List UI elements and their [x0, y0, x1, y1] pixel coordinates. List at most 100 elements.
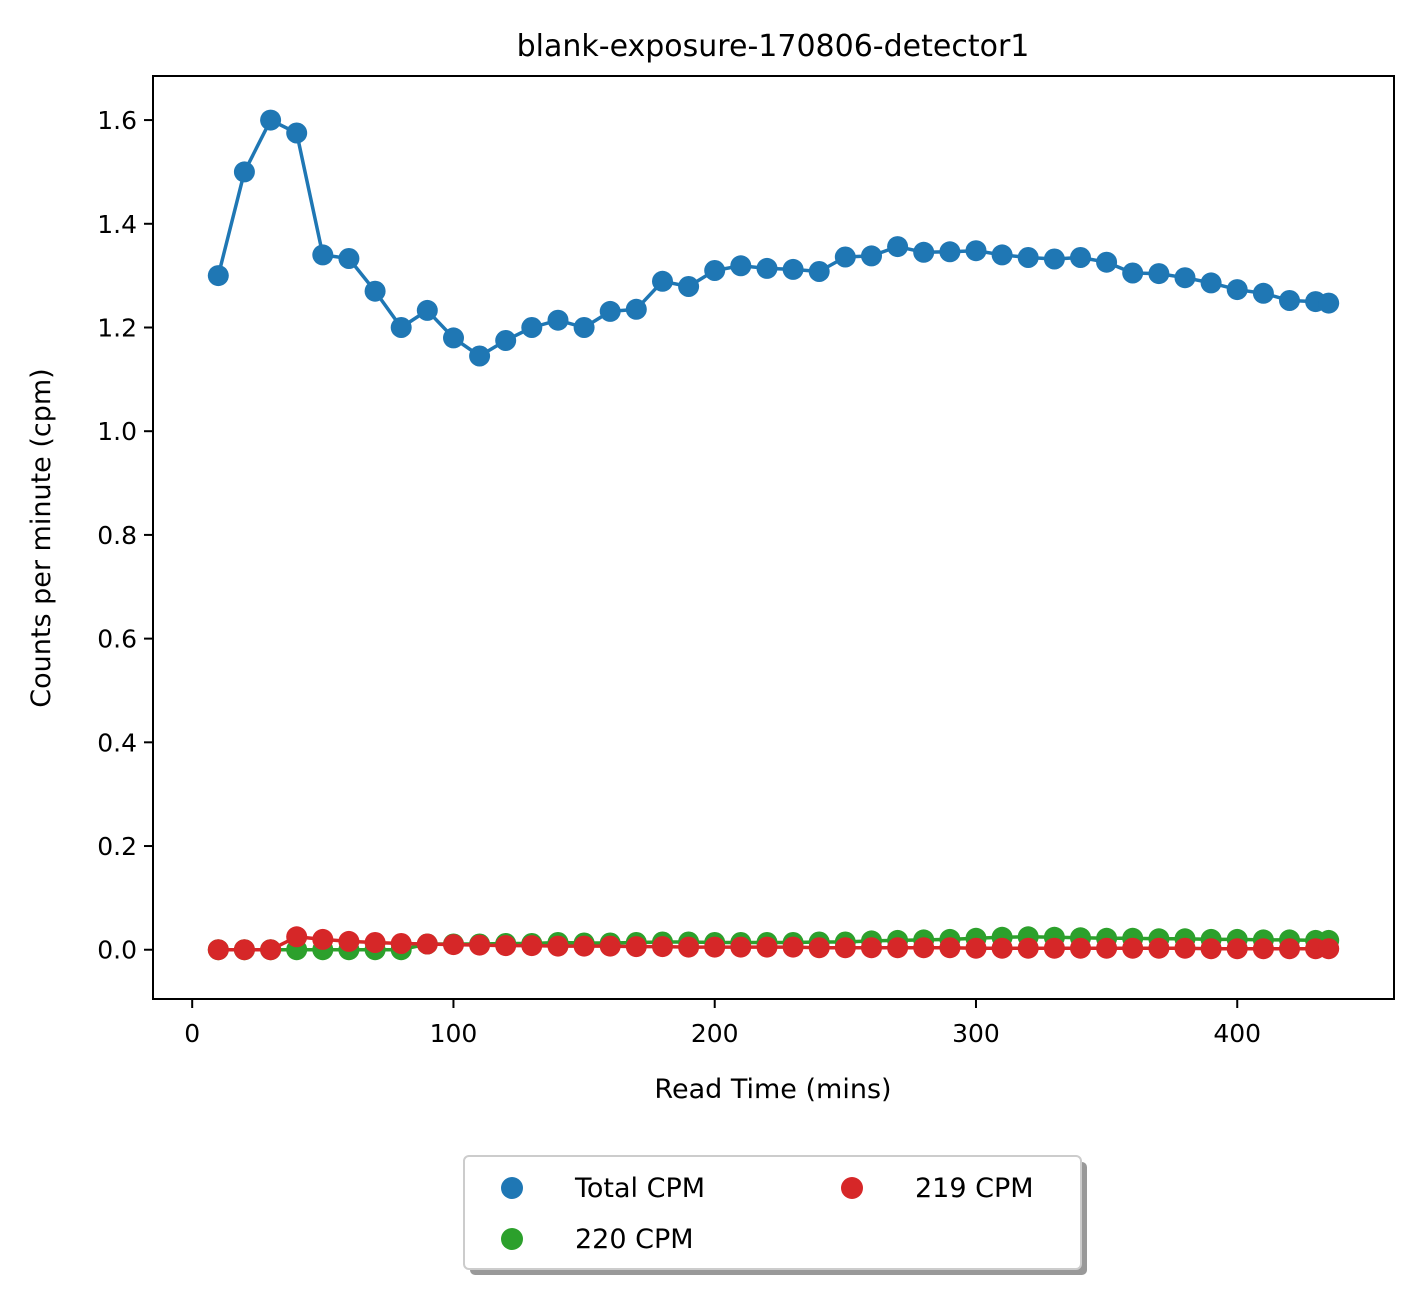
data-point-219-cpm: [861, 937, 882, 959]
data-point-total-cpm: [1122, 262, 1144, 284]
data-point-total-cpm: [625, 298, 647, 320]
data-point-219-cpm: [1096, 937, 1118, 959]
data-point-219-cpm: [730, 936, 752, 958]
data-point-total-cpm: [730, 255, 752, 277]
legend: Total CPM 220 CPM 219 CPM: [463, 1155, 1087, 1275]
axes-frame: [152, 75, 1395, 1000]
data-point-total-cpm: [834, 246, 856, 268]
data-point-total-cpm: [965, 240, 987, 262]
data-point-219-cpm: [521, 935, 543, 957]
legend-box: [463, 1155, 1082, 1270]
data-point-219-cpm: [1148, 937, 1170, 959]
y-tick-label: 1.6: [97, 106, 137, 135]
data-point-219-cpm: [1174, 937, 1196, 959]
data-point-219-cpm: [1226, 938, 1248, 960]
legend-label: 219 CPM: [915, 1173, 1034, 1204]
data-point-total-cpm: [913, 241, 935, 263]
data-point-219-cpm: [782, 936, 804, 958]
data-point-219-cpm: [416, 933, 438, 955]
data-point-total-cpm: [573, 317, 595, 338]
x-tick-label: 400: [1213, 1019, 1261, 1048]
data-point-total-cpm: [1174, 267, 1196, 289]
data-point-total-cpm: [1096, 251, 1118, 273]
y-tick-label: 0.8: [97, 521, 137, 550]
data-point-total-cpm: [416, 299, 438, 321]
series-219-cpm: [207, 926, 1340, 961]
legend-entry-total-cpm: Total CPM: [501, 1173, 705, 1204]
data-point-219-cpm: [1017, 937, 1039, 959]
data-point-219-cpm: [390, 933, 412, 954]
data-point-total-cpm: [939, 241, 961, 263]
data-point-total-cpm: [756, 257, 778, 279]
data-point-219-cpm: [756, 936, 778, 958]
data-point-total-cpm: [652, 270, 673, 292]
legend-entries: Total CPM 220 CPM 219 CPM: [501, 1173, 1034, 1255]
x-tick-label: 200: [691, 1019, 739, 1048]
data-point-total-cpm: [1148, 263, 1170, 285]
data-point-total-cpm: [364, 280, 386, 302]
data-point-total-cpm: [260, 109, 282, 131]
data-point-total-cpm: [286, 122, 308, 144]
data-point-219-cpm: [887, 937, 909, 959]
data-point-219-cpm: [286, 926, 308, 948]
data-point-219-cpm: [1200, 938, 1222, 960]
data-point-219-cpm: [808, 937, 830, 959]
data-point-219-cpm: [625, 936, 647, 958]
plot-area: [152, 75, 1395, 1000]
y-tick-label: 0.4: [97, 728, 137, 757]
legend-entry-220-cpm: 220 CPM: [501, 1224, 694, 1255]
data-point-total-cpm: [782, 258, 804, 280]
data-point-total-cpm: [808, 261, 830, 282]
data-point-219-cpm: [913, 937, 935, 959]
data-point-total-cpm: [678, 276, 700, 297]
data-point-total-cpm: [1043, 248, 1065, 270]
data-point-219-cpm: [312, 928, 334, 950]
plot-background: [153, 76, 1394, 999]
x-axis-label: Read Time (mins): [654, 1074, 891, 1105]
y-tick-label: 1.4: [97, 210, 137, 239]
data-point-total-cpm: [521, 317, 543, 338]
series-layer: [207, 109, 1340, 961]
x-tick-label: 100: [430, 1019, 478, 1048]
data-point-219-cpm: [207, 939, 229, 961]
data-point-total-cpm: [1318, 292, 1340, 314]
data-point-total-cpm: [887, 236, 909, 258]
data-point-total-cpm: [338, 248, 360, 269]
data-point-total-cpm: [1200, 272, 1222, 294]
data-point-total-cpm: [495, 330, 517, 351]
data-point-219-cpm: [1318, 938, 1340, 960]
legend-marker: [501, 1177, 523, 1199]
legend-label: Total CPM: [574, 1173, 705, 1204]
data-point-total-cpm: [469, 345, 491, 367]
chart-title: blank-exposure-170806-detector1: [517, 29, 1030, 64]
y-axis-label: Counts per minute (cpm): [26, 368, 57, 707]
legend-marker: [841, 1177, 863, 1199]
data-point-total-cpm: [233, 161, 255, 183]
data-point-219-cpm: [704, 936, 726, 958]
y-tick-label: 1.2: [97, 313, 137, 342]
data-point-total-cpm: [390, 317, 412, 338]
data-point-219-cpm: [1122, 937, 1144, 959]
data-point-total-cpm: [599, 300, 621, 322]
data-point-total-cpm: [207, 265, 229, 287]
data-point-total-cpm: [861, 245, 882, 267]
legend-label: 220 CPM: [575, 1224, 694, 1255]
data-point-219-cpm: [1070, 937, 1091, 959]
data-point-219-cpm: [939, 937, 961, 959]
data-point-219-cpm: [678, 936, 700, 958]
data-point-total-cpm: [704, 260, 726, 281]
data-point-219-cpm: [260, 939, 282, 961]
data-point-219-cpm: [599, 935, 621, 957]
data-point-219-cpm: [547, 935, 569, 957]
y-tick-label: 0.6: [97, 625, 137, 654]
data-point-219-cpm: [469, 934, 491, 956]
x-tick-label: 0: [184, 1019, 200, 1048]
data-point-219-cpm: [495, 935, 517, 957]
data-point-219-cpm: [1043, 937, 1065, 959]
data-point-219-cpm: [573, 935, 595, 957]
series-total-cpm: [207, 109, 1340, 367]
data-point-total-cpm: [312, 244, 334, 266]
data-point-219-cpm: [443, 934, 464, 956]
data-point-total-cpm: [547, 309, 569, 331]
